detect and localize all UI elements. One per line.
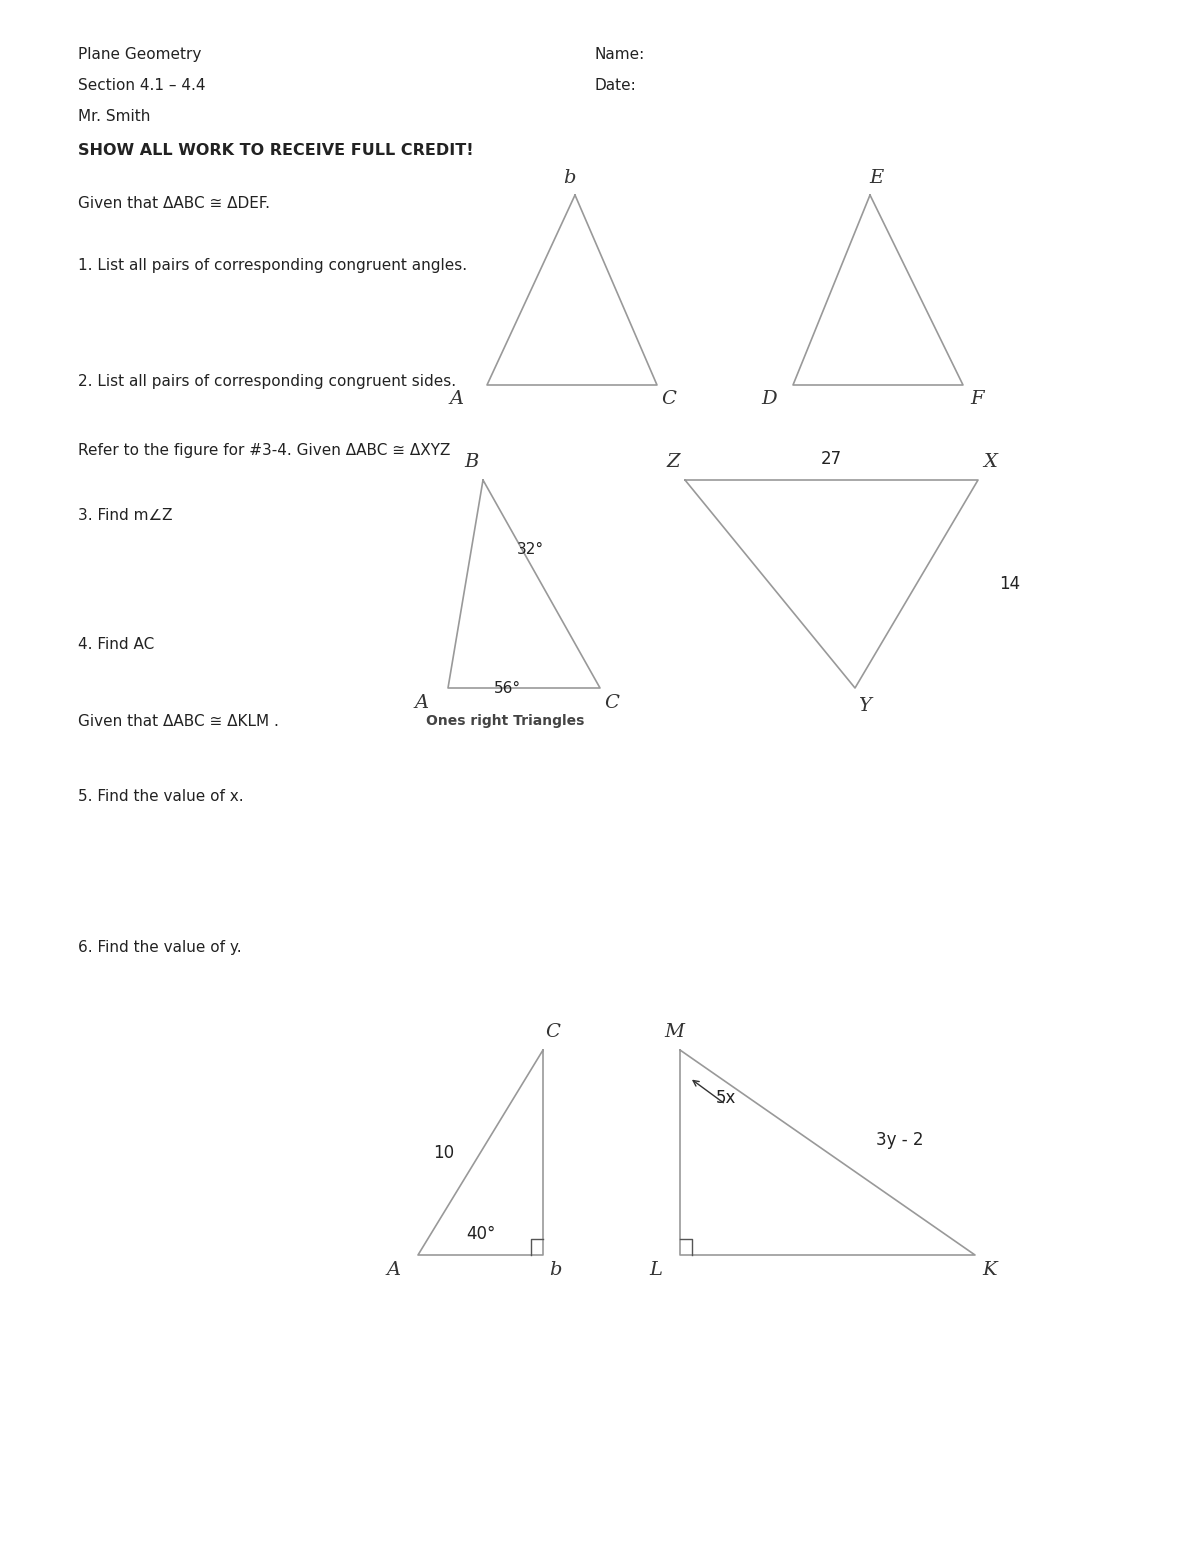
Text: 1. List all pairs of corresponding congruent angles.: 1. List all pairs of corresponding congr… (78, 258, 467, 273)
Text: A: A (414, 694, 428, 713)
Text: Given that ΔABC ≅ ΔKLM .: Given that ΔABC ≅ ΔKLM . (78, 714, 278, 730)
Text: Z: Z (666, 452, 679, 471)
Text: B: B (464, 452, 478, 471)
Text: Mr. Smith: Mr. Smith (78, 109, 150, 124)
Text: 14: 14 (1000, 575, 1021, 593)
Text: 40°: 40° (466, 1225, 496, 1242)
Text: K: K (982, 1261, 997, 1280)
Text: A: A (450, 390, 464, 407)
Text: 3. Find m∠Z: 3. Find m∠Z (78, 508, 173, 523)
Text: X: X (983, 452, 997, 471)
Text: b: b (563, 169, 575, 188)
Text: 4. Find AC: 4. Find AC (78, 637, 155, 652)
Text: Date:: Date: (594, 78, 636, 93)
Text: Given that ΔABC ≅ ΔDEF.: Given that ΔABC ≅ ΔDEF. (78, 196, 270, 211)
Text: M: M (664, 1023, 684, 1041)
Text: Section 4.1 – 4.4: Section 4.1 – 4.4 (78, 78, 205, 93)
Text: Ones right Triangles: Ones right Triangles (426, 714, 584, 728)
Text: 32°: 32° (517, 542, 544, 558)
Text: b: b (548, 1261, 562, 1280)
Text: 10: 10 (433, 1143, 454, 1162)
Text: 56°: 56° (493, 680, 521, 696)
Text: SHOW ALL WORK TO RECEIVE FULL CREDIT!: SHOW ALL WORK TO RECEIVE FULL CREDIT! (78, 143, 474, 158)
Text: C: C (661, 390, 677, 407)
Text: D: D (761, 390, 776, 407)
Text: 6. Find the value of y.: 6. Find the value of y. (78, 940, 241, 955)
Text: C: C (545, 1023, 560, 1041)
Text: 2. List all pairs of corresponding congruent sides.: 2. List all pairs of corresponding congr… (78, 374, 456, 390)
Text: F: F (971, 390, 984, 407)
Text: L: L (649, 1261, 662, 1280)
Text: Y: Y (858, 697, 871, 716)
Text: 5x: 5x (716, 1089, 737, 1107)
Text: E: E (869, 169, 883, 188)
Text: Refer to the figure for #3-4. Given ΔABC ≅ ΔXYZ: Refer to the figure for #3-4. Given ΔABC… (78, 443, 450, 458)
Text: 27: 27 (821, 449, 842, 467)
Text: Plane Geometry: Plane Geometry (78, 47, 202, 62)
Text: A: A (386, 1261, 401, 1280)
Text: Name:: Name: (594, 47, 644, 62)
Text: C: C (605, 694, 619, 713)
Text: 3y - 2: 3y - 2 (876, 1131, 923, 1149)
Text: 5. Find the value of x.: 5. Find the value of x. (78, 789, 244, 804)
